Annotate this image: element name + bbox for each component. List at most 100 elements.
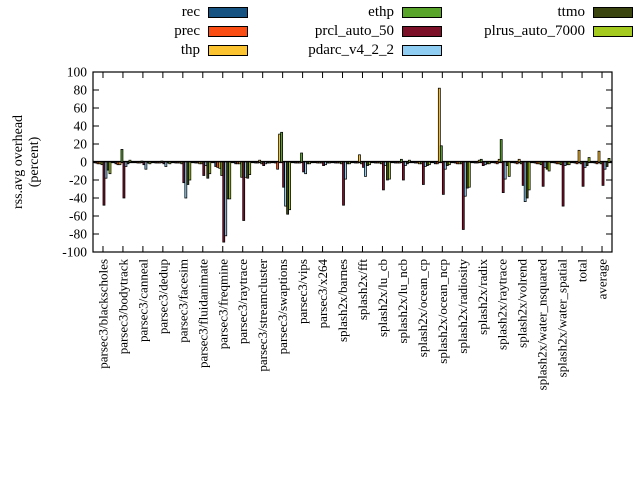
series-thp — [98, 87, 601, 169]
bar — [126, 161, 130, 165]
bar — [581, 161, 585, 187]
bar — [164, 161, 168, 167]
series-ttmo — [106, 161, 609, 215]
bar — [421, 161, 425, 185]
legend-swatch-plrus_auto_7000 — [593, 26, 633, 37]
legend-item-pdarc_v4_2_2: pdarc_v4_2_2 — [308, 41, 442, 60]
series-pdarc_v4_2_2 — [104, 161, 607, 237]
bar — [427, 161, 431, 166]
legend-column: ttmo plrus_auto_7000 — [484, 3, 633, 41]
bar — [358, 154, 361, 163]
legend-label: plrus_auto_7000 — [484, 23, 585, 39]
bar — [495, 161, 499, 165]
series-prec — [96, 161, 599, 170]
x-category-label: splash2x/lu_ncb — [395, 259, 410, 344]
bar — [499, 139, 503, 163]
legend-label: prec — [174, 23, 200, 39]
bar — [108, 161, 112, 175]
x-category-label: parsec3/dedup — [155, 259, 170, 334]
legend-swatch-prcl_auto_50 — [402, 26, 442, 37]
x-category-label: splash2x/fft — [355, 259, 370, 321]
bar — [258, 159, 262, 163]
bar — [368, 161, 371, 166]
legend-swatch-ethp — [402, 7, 442, 18]
bar — [328, 161, 331, 164]
bar — [607, 158, 611, 163]
legend-swatch-pdarc_v4_2_2 — [402, 45, 442, 56]
bar — [342, 161, 345, 206]
bar — [503, 161, 507, 180]
x-category-label: parsec3/raytrace — [235, 259, 250, 344]
bar — [168, 161, 172, 165]
bar — [148, 161, 152, 165]
bar — [364, 161, 367, 177]
x-category-label: splash2x/raytrace — [495, 259, 510, 350]
x-category-label: parsec3/blackscholes — [95, 259, 110, 369]
bar — [561, 161, 565, 207]
bar — [587, 157, 591, 163]
bar — [288, 161, 292, 211]
series-ethp — [100, 131, 603, 178]
bar — [527, 161, 531, 191]
legend-item-prec: prec — [174, 22, 248, 41]
bar — [280, 131, 284, 163]
x-category-label: splash2x/water_nsquared — [535, 259, 550, 391]
legend-item-ethp: ethp — [308, 3, 442, 22]
bar — [298, 161, 301, 164]
x-category-label: parsec3/fluidanimate — [195, 259, 210, 368]
bar — [382, 161, 385, 191]
bar — [487, 161, 491, 165]
bar — [575, 161, 579, 165]
bar — [595, 161, 599, 165]
bar — [437, 87, 441, 163]
legend-item-prcl_auto_50: prcl_auto_50 — [308, 22, 442, 41]
legend-item-ttmo: ttmo — [484, 3, 633, 22]
bar — [388, 161, 391, 180]
y-tick-label: 20 — [74, 137, 88, 152]
bar — [605, 161, 609, 167]
bar — [124, 161, 128, 167]
y-tick-label: 40 — [74, 119, 88, 134]
bar — [400, 158, 403, 163]
x-category-label: splash2x/lu_cb — [375, 259, 390, 337]
bar — [567, 161, 571, 166]
bar — [102, 161, 106, 206]
bar — [138, 161, 142, 164]
legend-label: rec — [181, 4, 200, 20]
x-category-label: splash2x/radiosity — [455, 259, 470, 354]
bar — [479, 158, 483, 163]
bar — [601, 161, 605, 186]
x-category-label: parsec3/streamcluster — [255, 258, 270, 371]
y-tick-label: -40 — [69, 191, 87, 206]
bar — [439, 145, 443, 163]
x-category-label: total — [575, 259, 590, 282]
bar — [348, 161, 351, 165]
y-tick-label: 60 — [74, 101, 88, 116]
bar — [517, 158, 521, 163]
y-tick-label: -60 — [69, 209, 87, 224]
bar — [228, 161, 232, 200]
x-category-label: parsec3/freqmine — [215, 259, 230, 349]
y-tick-label: -80 — [69, 227, 87, 242]
bar — [447, 161, 451, 166]
bar — [144, 161, 148, 170]
legend-label: pdarc_v4_2_2 — [308, 42, 394, 58]
x-category-label: parsec3/facesim — [175, 259, 190, 343]
x-category-label: splash2x/ocean_ncp — [435, 259, 450, 364]
legend-label: thp — [180, 42, 200, 58]
legend-swatch-ttmo — [593, 7, 633, 18]
bar — [547, 161, 551, 172]
legend-column: ethp prcl_auto_50 pdarc_v4_2_2 — [308, 3, 442, 60]
bar — [408, 159, 411, 163]
x-category-label: parsec3/bodytrack — [115, 259, 130, 355]
bar — [304, 161, 307, 175]
bar — [202, 161, 206, 176]
bar — [268, 161, 272, 164]
y-axis-label-line2: (percent) — [27, 136, 42, 187]
legend-swatch-prec — [208, 26, 248, 37]
bar — [300, 152, 303, 163]
x-category-label: parsec3/x264 — [315, 259, 330, 329]
legend-label: ttmo — [557, 4, 585, 20]
